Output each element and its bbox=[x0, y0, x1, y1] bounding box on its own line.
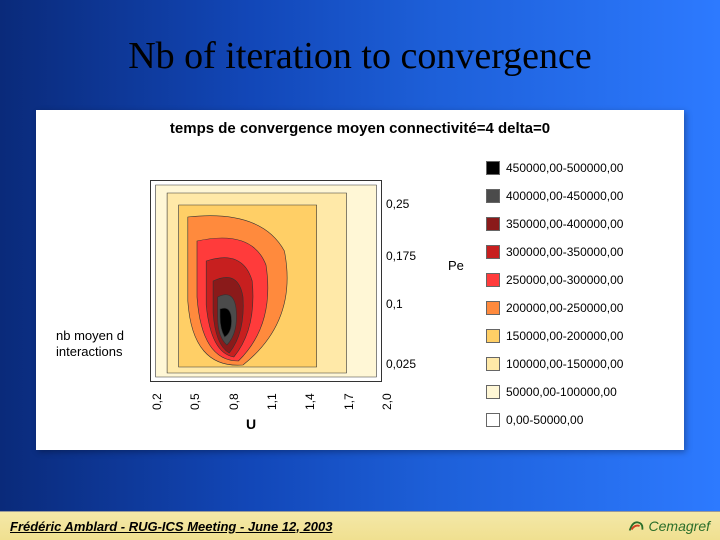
x-tick: 0,2 bbox=[150, 393, 164, 410]
legend-row: 0,00-50000,00 bbox=[486, 406, 674, 434]
legend-label: 350000,00-400000,00 bbox=[506, 217, 623, 231]
legend-swatch bbox=[486, 385, 500, 399]
legend-row: 250000,00-300000,00 bbox=[486, 266, 674, 294]
x-tick: 2,0 bbox=[380, 393, 394, 410]
x-tick: 1,7 bbox=[342, 393, 356, 410]
y-tick: 0,25 bbox=[386, 197, 409, 211]
logo-text: Cemagref bbox=[649, 518, 710, 534]
y-tick: 0,1 bbox=[386, 297, 403, 311]
z-axis-label: nb moyen d interactions bbox=[56, 328, 148, 359]
legend-row: 350000,00-400000,00 bbox=[486, 210, 674, 238]
logo-icon bbox=[627, 517, 645, 535]
logo: Cemagref bbox=[627, 517, 710, 535]
slide-title: Nb of iteration to convergence bbox=[0, 34, 720, 78]
legend-label: 150000,00-200000,00 bbox=[506, 329, 623, 343]
legend-swatch bbox=[486, 301, 500, 315]
legend-row: 150000,00-200000,00 bbox=[486, 322, 674, 350]
legend-swatch bbox=[486, 161, 500, 175]
chart-title: temps de convergence moyen connectivité=… bbox=[36, 120, 684, 137]
legend-swatch bbox=[486, 357, 500, 371]
legend-label: 300000,00-350000,00 bbox=[506, 245, 623, 259]
legend-label: 450000,00-500000,00 bbox=[506, 161, 623, 175]
x-axis-label: U bbox=[246, 416, 256, 432]
legend-swatch bbox=[486, 245, 500, 259]
legend-label: 0,00-50000,00 bbox=[506, 413, 583, 427]
legend-swatch bbox=[486, 189, 500, 203]
chart-legend: 450000,00-500000,00 400000,00-450000,00 35… bbox=[486, 154, 674, 434]
z-label-line2: interactions bbox=[56, 344, 122, 359]
x-tick: 0,8 bbox=[227, 393, 241, 410]
legend-label: 100000,00-150000,00 bbox=[506, 357, 623, 371]
legend-swatch bbox=[486, 329, 500, 343]
legend-row: 100000,00-150000,00 bbox=[486, 350, 674, 378]
legend-label: 50000,00-100000,00 bbox=[506, 385, 617, 399]
legend-label: 200000,00-250000,00 bbox=[506, 301, 623, 315]
chart-card: temps de convergence moyen connectivité=… bbox=[36, 110, 684, 450]
z-label-line1: nb moyen d bbox=[56, 328, 124, 343]
legend-swatch bbox=[486, 273, 500, 287]
footer-text: Frédéric Amblard - RUG-ICS Meeting - Jun… bbox=[10, 519, 332, 534]
footer-bar: Frédéric Amblard - RUG-ICS Meeting - Jun… bbox=[0, 511, 720, 540]
x-ticks: 0,20,50,81,11,41,72,0 bbox=[150, 382, 380, 412]
x-tick: 1,4 bbox=[303, 393, 317, 410]
x-tick: 1,1 bbox=[265, 393, 279, 410]
legend-swatch bbox=[486, 217, 500, 231]
legend-row: 450000,00-500000,00 bbox=[486, 154, 674, 182]
legend-row: 400000,00-450000,00 bbox=[486, 182, 674, 210]
legend-label: 250000,00-300000,00 bbox=[506, 273, 623, 287]
legend-row: 50000,00-100000,00 bbox=[486, 378, 674, 406]
legend-row: 200000,00-250000,00 bbox=[486, 294, 674, 322]
legend-label: 400000,00-450000,00 bbox=[506, 189, 623, 203]
y-axis-label: Pe bbox=[448, 258, 464, 273]
x-tick: 0,5 bbox=[188, 393, 202, 410]
legend-row: 300000,00-350000,00 bbox=[486, 238, 674, 266]
slide: Nb of iteration to convergence temps de … bbox=[0, 0, 720, 540]
y-tick: 0,025 bbox=[386, 357, 416, 371]
contour-plot bbox=[150, 180, 382, 382]
y-tick: 0,175 bbox=[386, 249, 416, 263]
legend-swatch bbox=[486, 413, 500, 427]
